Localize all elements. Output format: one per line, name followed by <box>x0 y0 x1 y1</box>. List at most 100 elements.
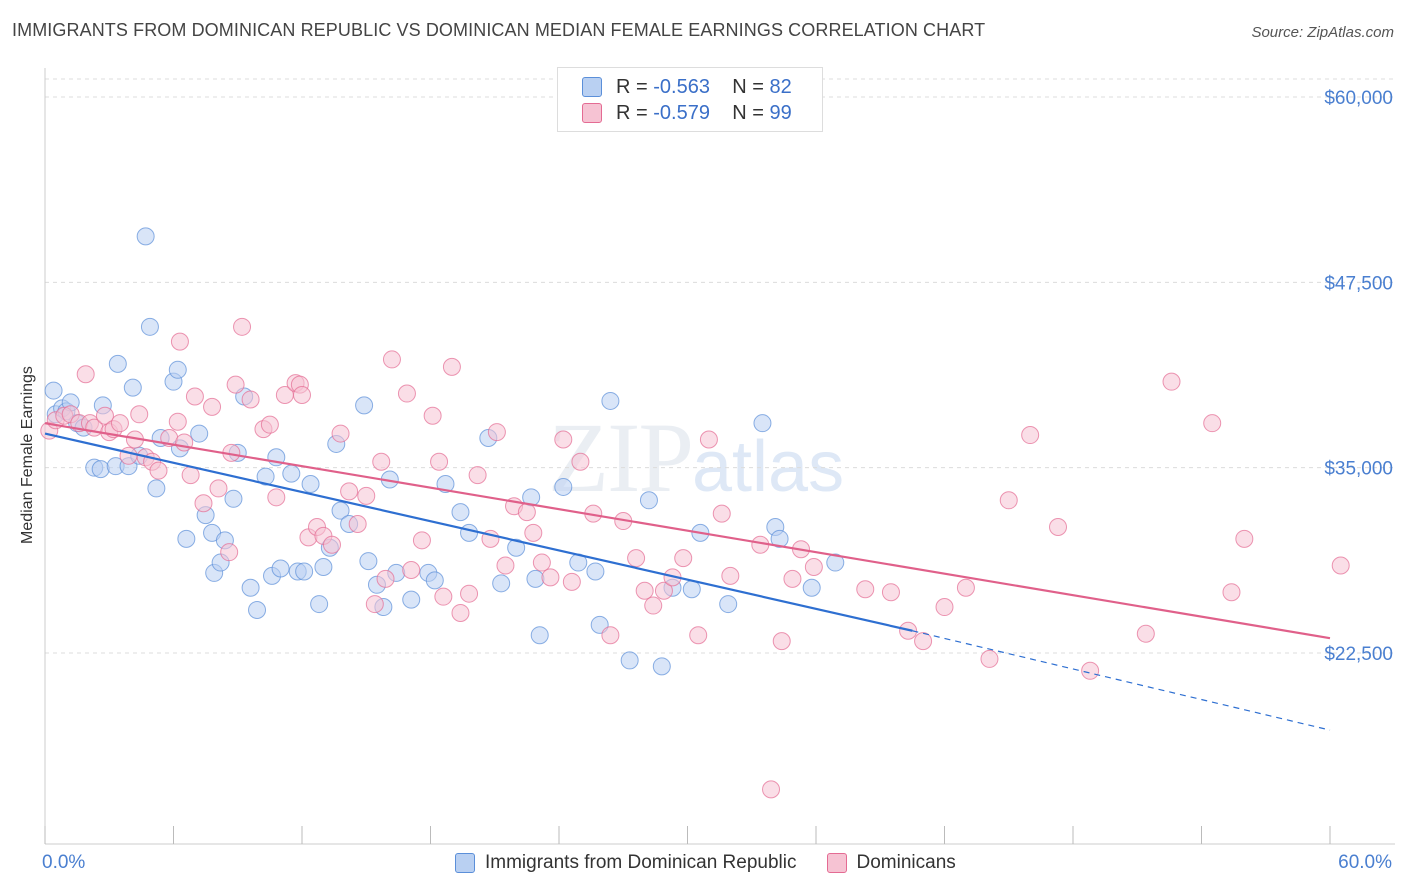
x-tick-label-max: 60.0% <box>1338 852 1392 873</box>
blue-point <box>507 538 526 557</box>
pink-point <box>517 503 536 522</box>
pink-point <box>1203 414 1222 433</box>
blue-point <box>530 626 549 645</box>
blue-point <box>436 474 455 493</box>
blue-point <box>295 562 314 581</box>
blue-point <box>190 424 209 443</box>
y-tick-label: $60,000 <box>1324 88 1393 109</box>
pink-point <box>999 491 1018 510</box>
blue-point <box>682 580 701 599</box>
legend-r-label: R = <box>616 101 648 124</box>
source-label: Source: ZipAtlas.com <box>1251 24 1394 41</box>
pink-point <box>365 595 384 614</box>
pink-point <box>442 357 461 376</box>
pink-point <box>1222 583 1241 602</box>
pink-point <box>914 632 933 651</box>
pink-point <box>170 332 189 351</box>
pink-point <box>260 415 279 434</box>
blue-point <box>402 590 421 609</box>
y-tick-label: $35,000 <box>1324 459 1393 480</box>
pink-point <box>357 486 376 505</box>
pink-point <box>554 430 573 449</box>
blue-point <box>282 464 301 483</box>
pink-point <box>110 414 129 433</box>
y-tick-label: $22,500 <box>1324 644 1393 665</box>
pink-point <box>149 461 168 480</box>
legend-r-label: R = <box>616 75 648 98</box>
blue-point <box>140 317 159 336</box>
blue-point <box>601 391 620 410</box>
pink-point <box>627 549 646 568</box>
pink-point <box>376 569 395 588</box>
pink-point <box>194 494 213 513</box>
blue-point <box>314 558 333 577</box>
legend-n-label: N = <box>732 75 764 98</box>
pink-point <box>1021 426 1040 445</box>
blue-point <box>639 491 658 510</box>
pink-point <box>331 424 350 443</box>
pink-point <box>654 581 673 600</box>
pink-point <box>881 583 900 602</box>
blue-point <box>753 414 772 433</box>
pink-point <box>712 504 731 523</box>
blue-point <box>241 578 260 597</box>
pink-point <box>1136 624 1155 643</box>
pink-point <box>524 523 543 542</box>
blue-point <box>91 460 110 479</box>
pink-point <box>451 603 470 622</box>
pink-point <box>674 549 693 568</box>
pink-point <box>209 479 228 498</box>
blue-point <box>359 552 378 571</box>
legend-blue-n: 82 <box>769 75 792 98</box>
legend-blue-r: -0.563 <box>653 75 710 98</box>
blue-point <box>826 553 845 572</box>
pink-point <box>689 626 708 645</box>
pink-point <box>644 596 663 615</box>
blue-point <box>310 595 329 614</box>
series-legend: Immigrants from Dominican Republic Domin… <box>455 852 956 874</box>
pink-point <box>762 780 781 799</box>
blue-point <box>271 559 290 578</box>
pink-point <box>203 397 222 416</box>
blue-point <box>301 474 320 493</box>
blue-trend-extension <box>912 630 1331 731</box>
blue-point <box>451 503 470 522</box>
pink-point <box>699 430 718 449</box>
pink-point <box>1235 529 1254 548</box>
blue-point <box>147 479 166 498</box>
blue-point <box>355 396 374 415</box>
series-legend-swatch-pink <box>826 853 847 873</box>
blue-trend-line <box>44 432 913 632</box>
pink-point <box>496 556 515 575</box>
blue-point <box>44 381 63 400</box>
blue-point <box>136 227 155 246</box>
blue-point <box>770 529 789 548</box>
pink-point <box>1081 661 1100 680</box>
blue-point <box>248 601 267 620</box>
pink-point <box>601 626 620 645</box>
pink-point <box>293 386 311 405</box>
pink-point <box>267 488 286 507</box>
pink-point <box>804 558 823 577</box>
pink-point <box>571 452 590 471</box>
pink-point <box>1049 517 1068 536</box>
blue-point <box>492 574 511 593</box>
legend-row-blue: R = -0.563 N = 82 <box>582 75 792 99</box>
blue-point <box>620 651 639 670</box>
pink-point <box>532 553 551 572</box>
pink-point <box>460 584 479 603</box>
pink-point <box>226 375 245 394</box>
pink-point <box>220 543 239 562</box>
blue-point <box>224 489 243 508</box>
legend-swatch-blue <box>582 77 602 97</box>
blue-point <box>108 354 127 373</box>
legend-n-label: N = <box>732 101 764 124</box>
pink-point <box>541 568 560 587</box>
blue-point <box>652 657 671 676</box>
pink-point <box>412 531 431 550</box>
pink-point <box>119 446 138 465</box>
blue-point <box>802 578 821 597</box>
series-legend-swatch-blue <box>455 853 475 873</box>
blue-point <box>719 595 738 614</box>
legend-pink-n: 99 <box>769 101 792 124</box>
